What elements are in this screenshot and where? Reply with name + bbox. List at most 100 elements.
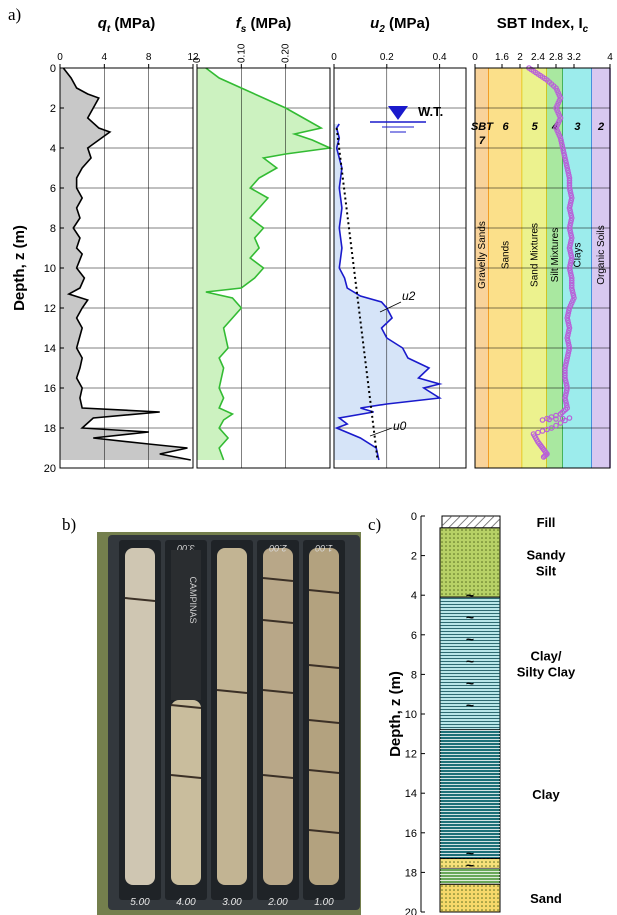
depth-axis-label: Depth, z (m) xyxy=(387,671,404,757)
y-tick-label: 8 xyxy=(411,669,417,681)
sbt-point xyxy=(557,135,564,141)
sbt-point xyxy=(567,270,574,276)
clay-symbol: ~ xyxy=(466,857,474,873)
box-depth-label: 3.00 xyxy=(222,897,242,908)
sbt-point xyxy=(562,375,568,381)
series-fill xyxy=(197,68,330,460)
clay-symbol: ~ xyxy=(466,631,474,647)
sbt-point xyxy=(568,195,575,201)
clay-symbol: ~ xyxy=(466,653,474,669)
u2-title: u2 (MPa) xyxy=(370,15,430,35)
depth-axis-label: Depth, z (m) xyxy=(11,225,28,311)
core-break xyxy=(262,689,294,694)
sbt-point xyxy=(565,312,571,319)
sbt-point xyxy=(540,454,547,460)
sbt-point xyxy=(567,240,574,246)
sbt-point xyxy=(563,162,570,169)
sbt-point xyxy=(568,285,575,291)
sbt-point xyxy=(562,392,569,399)
sbt-point xyxy=(563,357,570,364)
sbt-point xyxy=(566,307,572,314)
sbt-point xyxy=(546,416,553,423)
sbt-point xyxy=(562,157,569,164)
sbt-point xyxy=(566,415,573,421)
sbt-zone-name: Organic Soils xyxy=(596,225,607,284)
sbt-point xyxy=(566,322,572,329)
sbt-point xyxy=(565,337,571,344)
sbt-point xyxy=(558,137,564,144)
sbt-point xyxy=(568,237,574,244)
y-tick-label: 14 xyxy=(44,343,56,355)
y-tick-label: 12 xyxy=(44,303,56,315)
sbt-point xyxy=(565,167,571,174)
sbt-point xyxy=(567,250,574,256)
y-tick-label: 4 xyxy=(411,590,417,602)
sbt-point xyxy=(566,175,573,181)
x-tick-label: 0.10 xyxy=(236,43,247,63)
water-table-label: W.T. xyxy=(418,104,443,119)
core-sample-photo: 5.00 4.00 3.00 3.00 2.00 2.00 1.00 1.00 CAMPINAS xyxy=(97,532,361,915)
sbt-zone-number: 6 xyxy=(503,121,510,133)
sbt-point xyxy=(568,192,574,199)
sbt-point xyxy=(563,380,569,386)
sbt-point xyxy=(563,400,569,406)
sbt-point xyxy=(563,382,570,389)
sbt-point xyxy=(564,385,571,391)
sbt-point xyxy=(562,395,568,401)
sbt-point xyxy=(567,222,573,229)
box-top-label: 3.00 xyxy=(177,543,195,553)
sbt-index-chart: SBT Index, Ic SBT 7 Gravelly Sands 6 Sands 5 Sa… xyxy=(471,15,613,469)
y-tick-label: 12 xyxy=(405,749,417,761)
sbt-point xyxy=(567,260,574,266)
soil-layer-label: Sand xyxy=(530,891,562,906)
y-tick-label: 18 xyxy=(405,867,417,879)
y-tick-label: 10 xyxy=(44,263,56,275)
soil-layer-pattern xyxy=(440,527,500,598)
x-tick-label: 4 xyxy=(102,52,108,63)
sbt-point xyxy=(564,165,571,171)
sbt-point xyxy=(567,202,573,209)
box-top-label: 2.00 xyxy=(269,543,288,553)
sbt-point xyxy=(561,152,568,159)
sbt-point xyxy=(568,282,575,289)
sbt-point xyxy=(562,370,568,376)
sbt-point xyxy=(566,225,573,231)
y-tick-label: 20 xyxy=(44,463,56,475)
clay-symbol: ~ xyxy=(466,587,474,603)
sbt-point xyxy=(562,365,568,371)
sbt-point xyxy=(565,330,572,336)
y-tick-label: 14 xyxy=(405,788,417,800)
sbt-point xyxy=(553,422,559,429)
sbt-point xyxy=(566,342,572,349)
sbt-point xyxy=(566,347,572,354)
y-tick-label: 16 xyxy=(44,383,56,395)
sbt-point xyxy=(567,267,573,274)
sbt-point xyxy=(565,317,571,324)
y-tick-label: 10 xyxy=(405,709,417,721)
sbt-point xyxy=(570,292,577,299)
series-fill xyxy=(60,68,191,460)
core-break xyxy=(262,774,294,779)
sbt-point xyxy=(570,290,576,296)
qt-title: qt (MPa) xyxy=(98,15,156,35)
sbt-point xyxy=(565,310,572,316)
panel-label-a: a) xyxy=(8,5,21,24)
series-line xyxy=(205,67,333,461)
sbt-zone-number: SBT xyxy=(471,121,494,133)
x-tick-label: 0 xyxy=(472,52,478,63)
fs-chart: 0 0.10 0.20 fs (MPa) xyxy=(192,15,333,469)
core-break xyxy=(308,719,340,724)
sbt-point xyxy=(559,145,566,151)
sbt-zone-name: Clays xyxy=(572,242,583,267)
sbt-point xyxy=(566,327,572,334)
sbt-point xyxy=(567,227,573,234)
clay-symbol: ~ xyxy=(466,609,474,625)
x-tick-label: 0.2 xyxy=(380,52,394,63)
sbt-point xyxy=(569,287,576,294)
u0-annotation: u0 xyxy=(393,419,407,433)
sbt-zone-number: 5 xyxy=(532,121,539,133)
core-break xyxy=(170,774,202,779)
x-tick-label: 0 xyxy=(331,52,337,63)
sbt-point xyxy=(567,230,574,236)
sbt-point xyxy=(568,275,575,281)
